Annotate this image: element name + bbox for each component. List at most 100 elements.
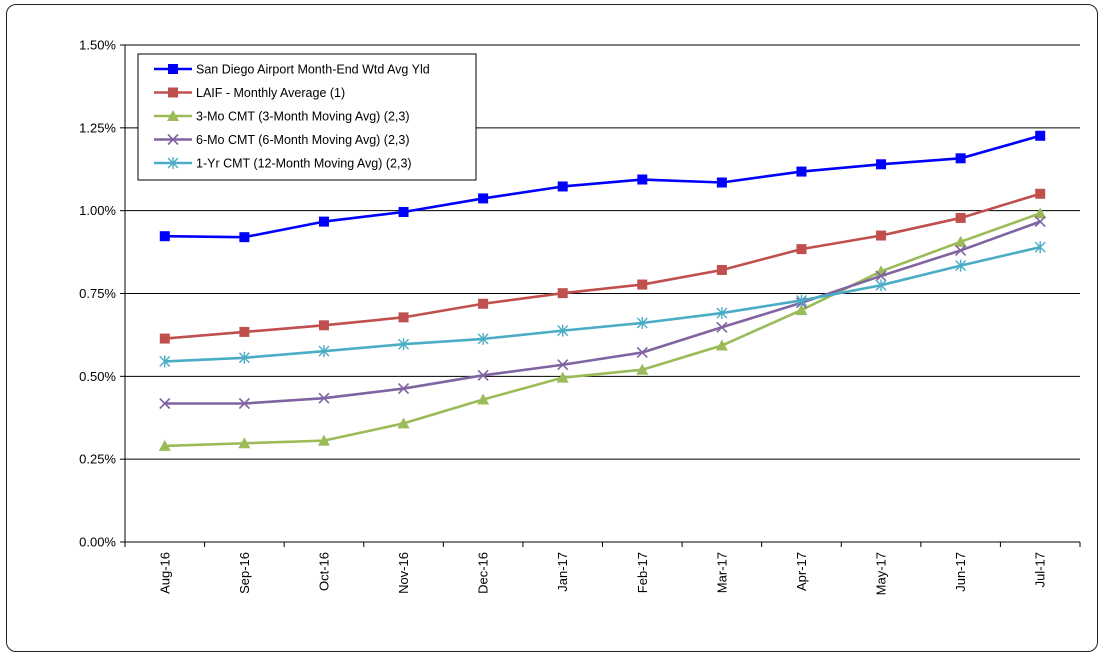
series-3: [158, 207, 1047, 451]
data-point: [637, 174, 648, 185]
series-line: [164, 212, 1041, 448]
data-point: [796, 244, 807, 255]
x-tick-label: Aug-16: [157, 552, 172, 594]
series-group: [158, 130, 1047, 451]
data-point: [397, 383, 410, 395]
data-point: [398, 338, 410, 351]
data-point: [167, 133, 179, 146]
axes: [120, 44, 1081, 547]
legend-label: 6-Mo CMT (6-Month Moving Avg) (2,3): [196, 133, 410, 147]
x-tick-label: Sep-16: [237, 552, 252, 594]
data-point: [318, 345, 330, 358]
data-point-stroke: [318, 392, 330, 404]
data-point: [477, 393, 490, 405]
data-point: [238, 351, 250, 364]
y-tick-label: 0.00%: [79, 535, 116, 550]
x-tick-label: May-17: [874, 552, 889, 595]
data-point: [477, 332, 489, 345]
data-point: [1034, 216, 1046, 228]
data-point: [955, 212, 966, 223]
x-tick-label: Jul-17: [1033, 552, 1048, 587]
data-point: [239, 232, 250, 243]
legend-label: San Diego Airport Month-End Wtd Avg Yld: [196, 63, 430, 77]
data-point: [317, 434, 330, 446]
x-tick-label: Jan-17: [555, 552, 570, 592]
data-point-stroke: [557, 359, 569, 371]
data-point-stroke: [716, 321, 728, 333]
x-tick-label: Apr-17: [794, 552, 809, 591]
data-point: [556, 371, 569, 383]
data-point: [876, 159, 887, 170]
x-tick-label: Jun-17: [953, 552, 968, 592]
data-point: [318, 216, 329, 227]
x-tick-label: Nov-16: [396, 552, 411, 594]
data-point: [636, 363, 649, 375]
data-point: [238, 437, 251, 449]
legend-item: San Diego Airport Month-End Wtd Avg Yld: [154, 63, 430, 77]
data-point: [398, 206, 409, 217]
data-point: [557, 288, 568, 299]
data-point: [795, 304, 808, 316]
data-point: [716, 177, 727, 188]
data-point: [876, 230, 887, 241]
data-point: [478, 298, 489, 309]
data-point-stroke: [238, 397, 250, 410]
data-point: [159, 397, 171, 410]
legend: San Diego Airport Month-End Wtd Avg Yld L…: [137, 53, 477, 181]
data-point-stroke: [636, 346, 648, 359]
data-point-stroke: [397, 383, 410, 395]
data-point: [955, 153, 966, 164]
data-point: [158, 439, 171, 451]
data-point: [238, 397, 250, 410]
legend-item: 3-Mo CMT (3-Month Moving Avg) (2,3): [154, 110, 410, 124]
series-line: [164, 192, 1041, 340]
x-tick-label: Dec-16: [476, 552, 491, 594]
data-point: [167, 110, 179, 121]
data-point: [716, 264, 727, 275]
series-2: [159, 188, 1046, 344]
data-point: [557, 181, 568, 192]
data-point: [168, 64, 178, 74]
y-tick-label: 1.25%: [79, 120, 116, 135]
data-point: [397, 417, 410, 429]
data-point: [796, 166, 807, 177]
data-point: [1035, 188, 1046, 199]
x-tick-label: Feb-17: [635, 552, 650, 593]
series-4: [159, 216, 1046, 410]
legend-label: 3-Mo CMT (3-Month Moving Avg) (2,3): [196, 110, 410, 124]
data-point: [557, 324, 569, 337]
x-tick-labels: Aug-16 Sep-16 Oct-16 Nov-16 Dec-16 Jan-17 Feb-…: [157, 552, 1047, 595]
y-tick-label: 1.50%: [79, 38, 116, 53]
x-tick-label: Mar-17: [714, 552, 729, 593]
data-point: [239, 326, 250, 337]
legend-item: LAIF - Monthly Average (1): [154, 86, 345, 100]
series-5: [159, 241, 1046, 368]
data-point: [715, 339, 728, 351]
legend-box: [137, 53, 477, 181]
y-tick-label: 0.75%: [79, 286, 116, 301]
data-point-stroke: [159, 397, 171, 410]
y-tick-label: 1.00%: [79, 203, 116, 218]
data-point: [557, 359, 569, 371]
data-point-stroke: [875, 270, 887, 282]
y-tick-labels: 0.00% 0.25% 0.50% 0.75% 1.00% 1.25% 1.50%: [79, 38, 116, 550]
data-point: [318, 392, 330, 404]
data-point: [318, 320, 329, 331]
data-point: [795, 294, 807, 307]
data-point: [1035, 130, 1046, 141]
data-point-stroke: [1034, 216, 1046, 228]
data-point: [478, 193, 489, 204]
data-point: [636, 346, 648, 359]
data-point: [716, 321, 728, 333]
data-point: [637, 279, 648, 290]
y-tick-label: 0.50%: [79, 369, 116, 384]
data-point: [168, 87, 178, 98]
legend-item: 1-Yr CMT (12-Month Moving Avg) (2,3): [154, 157, 412, 171]
data-point: [636, 316, 648, 329]
data-point: [716, 307, 728, 320]
legend-item: 6-Mo CMT (6-Month Moving Avg) (2,3): [154, 133, 410, 147]
data-point-stroke: [477, 369, 489, 381]
data-point: [159, 231, 170, 242]
data-point: [875, 279, 887, 292]
